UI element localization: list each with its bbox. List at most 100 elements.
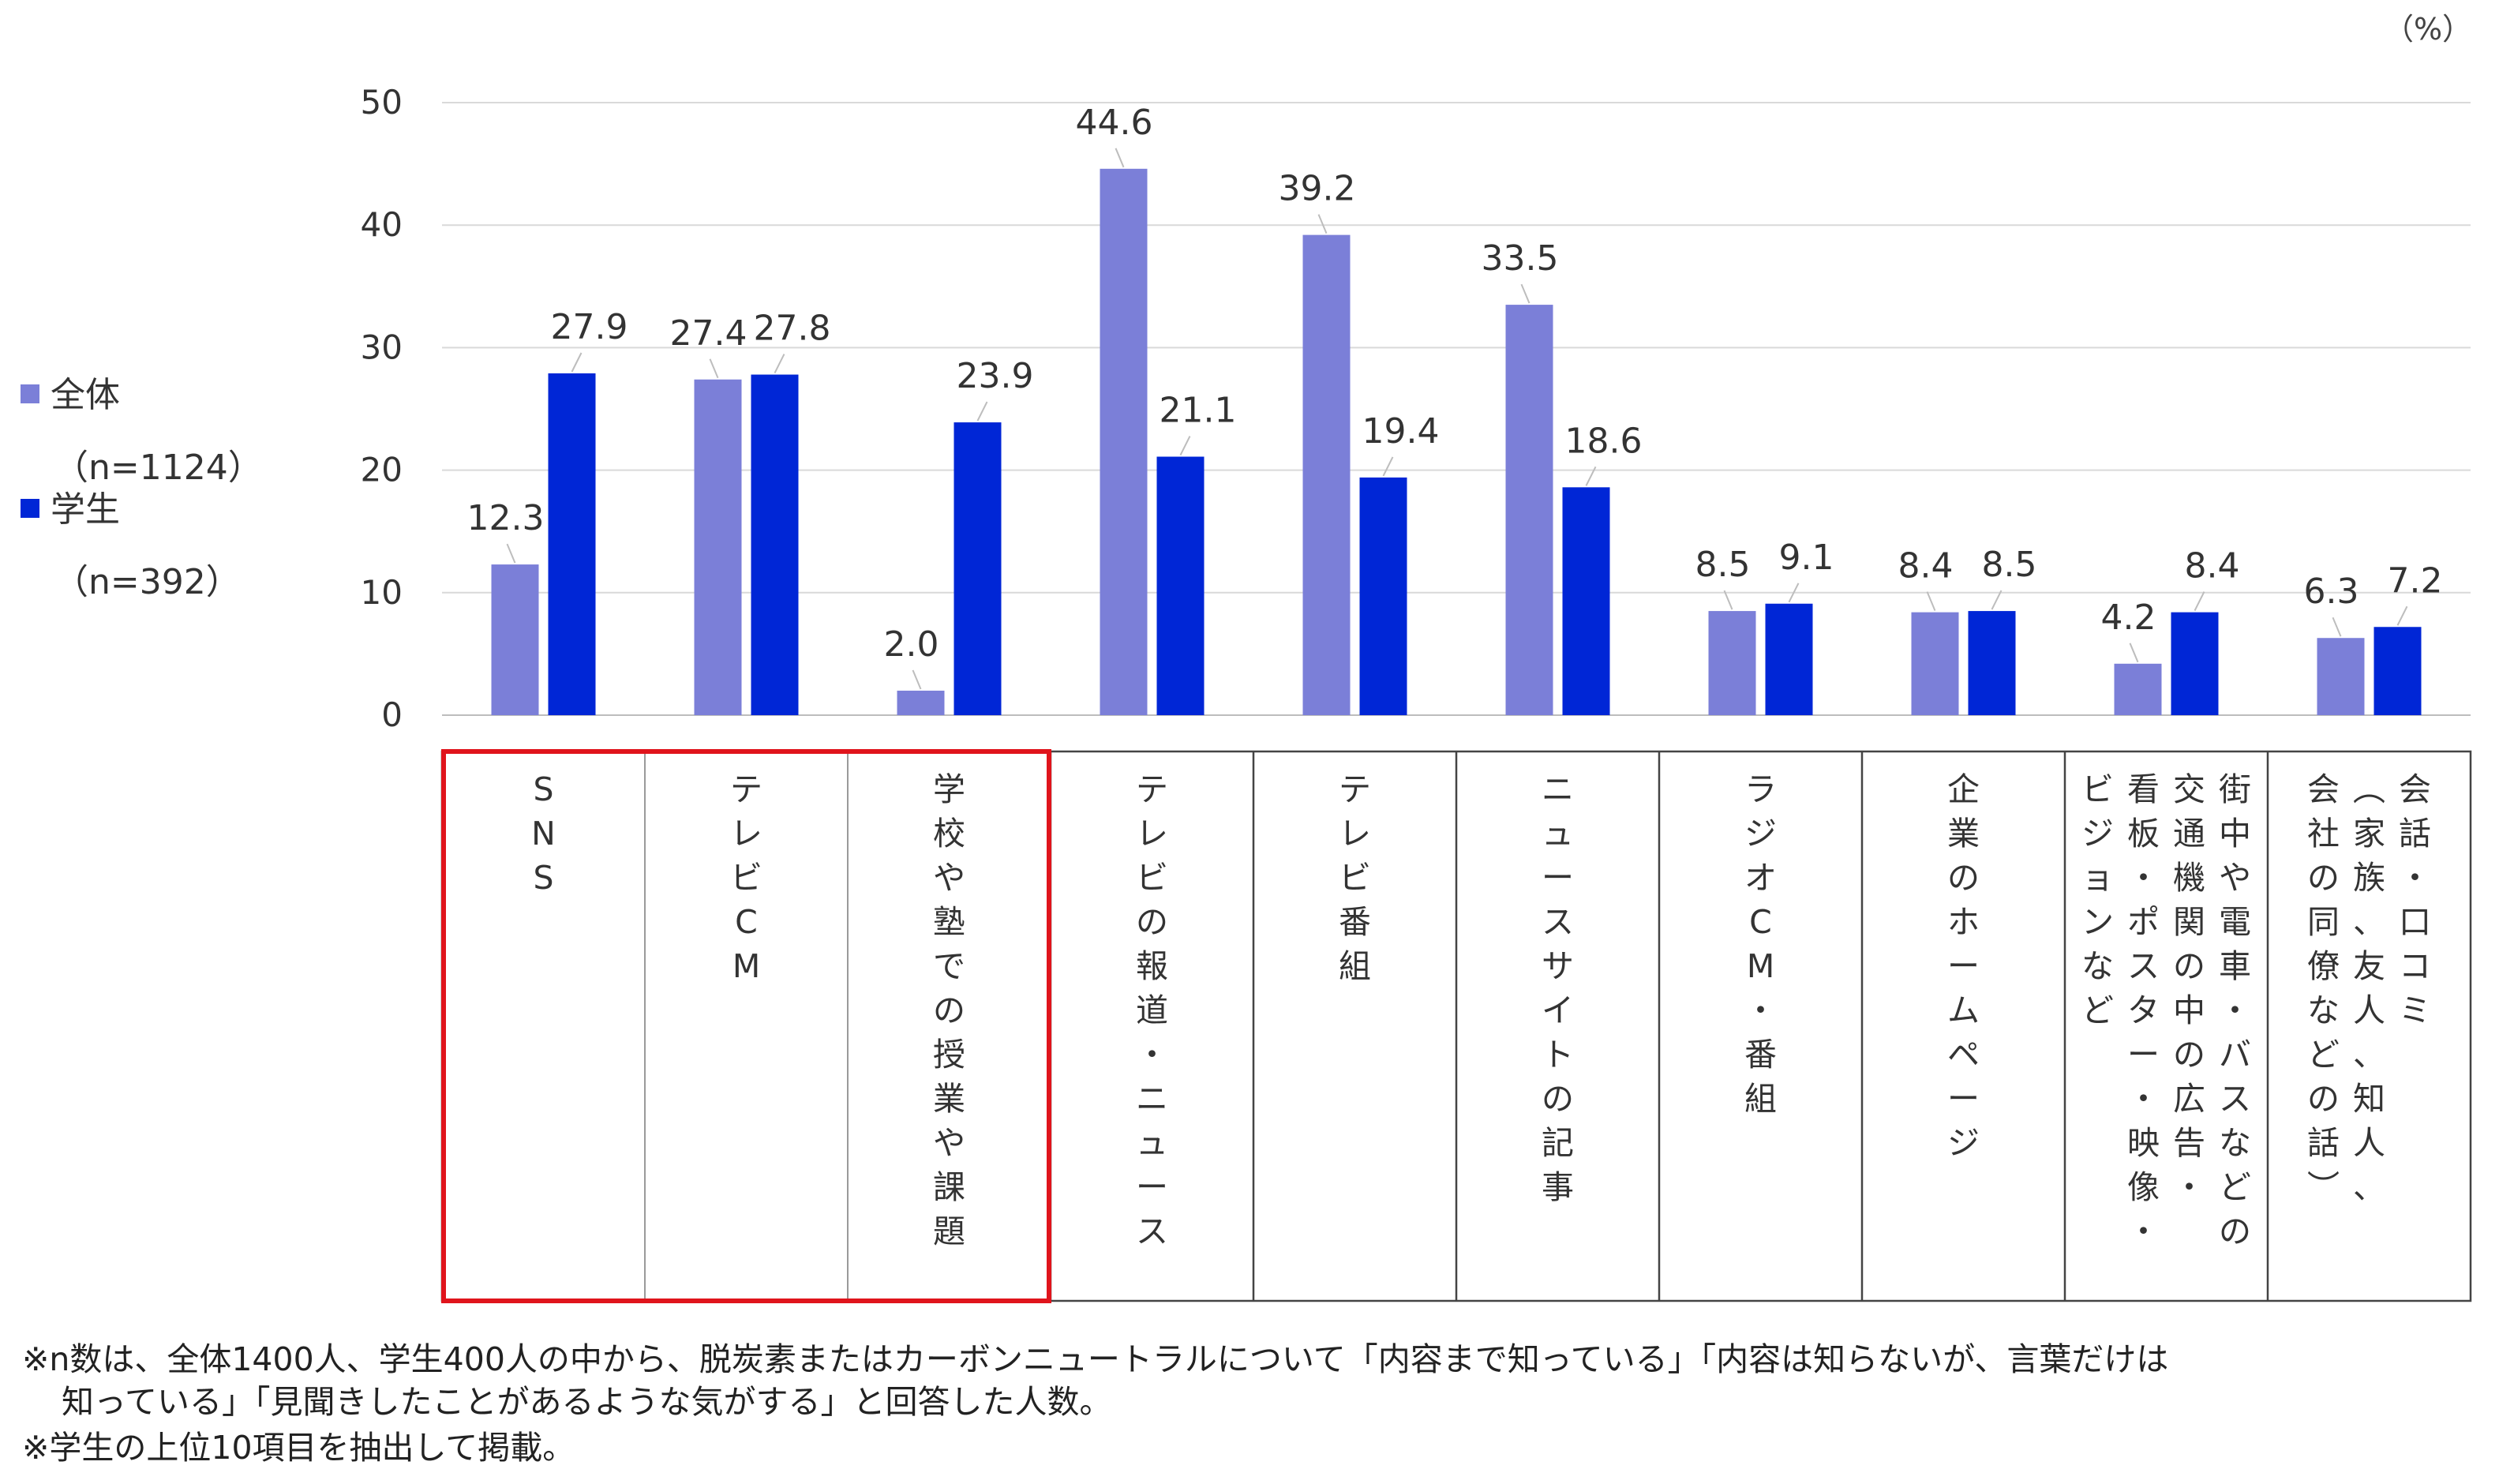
- bar-all: [2114, 663, 2162, 715]
- category-char: ニ: [1542, 770, 1574, 808]
- category-char: ス: [2127, 947, 2160, 985]
- category-char: ・: [1744, 991, 1777, 1029]
- bar-students: [954, 422, 1002, 715]
- category-char: で: [933, 947, 965, 985]
- category-char: 会: [2307, 770, 2340, 808]
- highlight-box: [441, 749, 1051, 1303]
- category-char: レ: [730, 815, 762, 853]
- leader-line: [1926, 591, 1936, 612]
- category-char: ・: [2399, 859, 2431, 897]
- category-char: 告: [2173, 1124, 2205, 1162]
- category-char: や: [933, 1124, 965, 1162]
- category-char: タ: [2127, 991, 2160, 1029]
- category-char: の: [2173, 1036, 2205, 1074]
- category-char: ︶: [2307, 1168, 2340, 1206]
- category-table: SNSテレビCM学校や塾での授業や課題テレビの報道・ニューステレビ番組ニュースサ…: [440, 749, 2472, 1303]
- category-char: ビ: [1136, 859, 1168, 897]
- y-tick-label: 20: [361, 451, 403, 489]
- data-label: 2.0: [884, 624, 939, 665]
- category-char: N: [531, 815, 556, 853]
- category-char: 業: [933, 1080, 965, 1118]
- category-char: テ: [730, 770, 762, 808]
- category-char: イ: [1542, 991, 1574, 1029]
- category-char: 映: [2127, 1124, 2160, 1162]
- bar-all: [1911, 612, 1959, 715]
- data-label: 19.4: [1362, 411, 1440, 452]
- category-char: 同: [2307, 903, 2340, 941]
- category-char: な: [2307, 991, 2340, 1029]
- category-char: ー: [2127, 1036, 2160, 1074]
- data-label: 8.4: [1898, 546, 1954, 586]
- category-char: ど: [2081, 991, 2114, 1029]
- bar-students: [1765, 603, 1813, 715]
- category-char: ジ: [1947, 1124, 1980, 1162]
- data-label: 44.6: [1076, 103, 1153, 143]
- category-char: 知: [2353, 1080, 2385, 1118]
- category-char: 、: [2353, 1036, 2385, 1074]
- category-char: 課: [933, 1168, 965, 1206]
- category-char: 族: [2353, 859, 2385, 897]
- leader-line: [2332, 616, 2342, 637]
- category-char: ペ: [1947, 1036, 1980, 1074]
- leader-line: [1317, 214, 1328, 234]
- bar-all: [694, 379, 742, 715]
- leader-line: [2129, 643, 2139, 663]
- category-char: 板: [2127, 815, 2160, 853]
- category-char: ョ: [2081, 859, 2114, 897]
- y-tick-label: 0: [381, 695, 403, 734]
- category-char: ス: [1136, 1212, 1168, 1250]
- bar-all: [491, 564, 539, 715]
- leader-line: [912, 669, 922, 690]
- category-char: ス: [2219, 1080, 2251, 1118]
- data-label: 8.5: [1695, 545, 1751, 585]
- category-char: や: [933, 859, 965, 897]
- category-char: 中: [2219, 815, 2251, 853]
- bar-students: [548, 373, 596, 715]
- bar-students: [751, 374, 799, 715]
- category-char: 街: [2219, 770, 2251, 808]
- y-tick-label: 10: [361, 573, 403, 612]
- data-label: 8.5: [1982, 545, 2037, 585]
- category-char: 授: [933, 1036, 965, 1074]
- leader-line: [1520, 283, 1530, 304]
- category-char: の: [2173, 947, 2205, 985]
- category-char: や: [2219, 859, 2251, 897]
- category-char: 交: [2173, 770, 2205, 808]
- category-char: 業: [1947, 815, 1980, 853]
- leader-line: [2396, 605, 2408, 626]
- category-char: 家: [2353, 815, 2385, 853]
- y-tick-label: 40: [361, 205, 403, 244]
- data-label: 18.6: [1565, 421, 1643, 461]
- data-label: 39.2: [1279, 169, 1356, 209]
- category-char: の: [1542, 1080, 1574, 1118]
- category-char: ム: [1947, 991, 1980, 1029]
- leader-line: [774, 354, 785, 373]
- category-char: 僚: [2307, 947, 2340, 985]
- category-char: C: [735, 903, 758, 941]
- category-char: ン: [2081, 903, 2114, 941]
- category-char: 題: [933, 1212, 965, 1250]
- category-char: ・: [2219, 991, 2251, 1029]
- category-char: ス: [1542, 903, 1574, 941]
- legend: 全体 （n=1124）学生 （n=392）: [21, 375, 263, 602]
- footnote-line: ※学生の上位10項目を抽出して掲載。: [22, 1429, 575, 1467]
- bars: [491, 168, 2422, 716]
- category-char: ︵: [2353, 770, 2385, 808]
- category-char: 像: [2127, 1168, 2160, 1206]
- data-label: 8.4: [2185, 546, 2240, 586]
- category-char: ビ: [730, 859, 762, 897]
- category-char: 、: [2353, 1168, 2385, 1206]
- data-label: 27.8: [754, 309, 831, 349]
- bar-all: [1708, 611, 1756, 715]
- category-char: ト: [1542, 1036, 1574, 1074]
- footnote-line: ※n数は、全体1400人、学生400人の中から、脱炭素またはカーボンニュートラル…: [22, 1340, 2168, 1378]
- legend-sample-size: （n=392）: [54, 562, 241, 602]
- category-char: 企: [1947, 770, 1980, 808]
- category-char: ニ: [1136, 1080, 1168, 1118]
- category-char: 話: [2307, 1124, 2340, 1162]
- bar-students: [1156, 456, 1205, 715]
- category-char: ・: [2127, 1212, 2160, 1250]
- legend-swatch: [21, 499, 39, 518]
- category-char: 校: [933, 815, 965, 853]
